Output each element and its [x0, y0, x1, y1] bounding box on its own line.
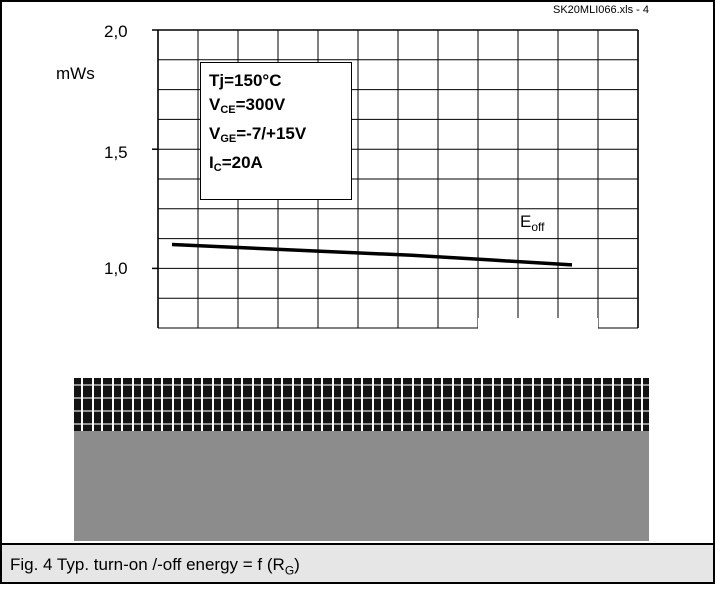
series-label-eoff: Eoff	[520, 212, 545, 234]
y-tick-label-1-0: 1,0	[104, 259, 128, 278]
gray-panel	[74, 431, 649, 541]
cond-vge: VGE=-7/+15V	[209, 124, 307, 145]
file-id-label: SK20MLI066.xls - 4	[553, 4, 649, 16]
conditions-box: Tj=150°C VCE=300V VGE=-7/+15V IC=20A	[200, 62, 352, 200]
figure-caption: Fig. 4 Typ. turn-on /-off energy = f (RG…	[2, 543, 713, 582]
blank-patch	[478, 318, 598, 330]
y-tick-label-2-0: 2,0	[104, 22, 128, 41]
corrupted-region	[74, 378, 649, 431]
cond-tj: Tj=150°C	[209, 71, 282, 90]
y-tick-label-1-5: 1,5	[104, 143, 128, 162]
cond-vce: VCE=300V	[209, 95, 286, 116]
y-unit-label: mWs	[56, 64, 95, 83]
series-line-eoff	[171, 242, 573, 267]
cond-ic: IC=20A	[209, 153, 263, 174]
